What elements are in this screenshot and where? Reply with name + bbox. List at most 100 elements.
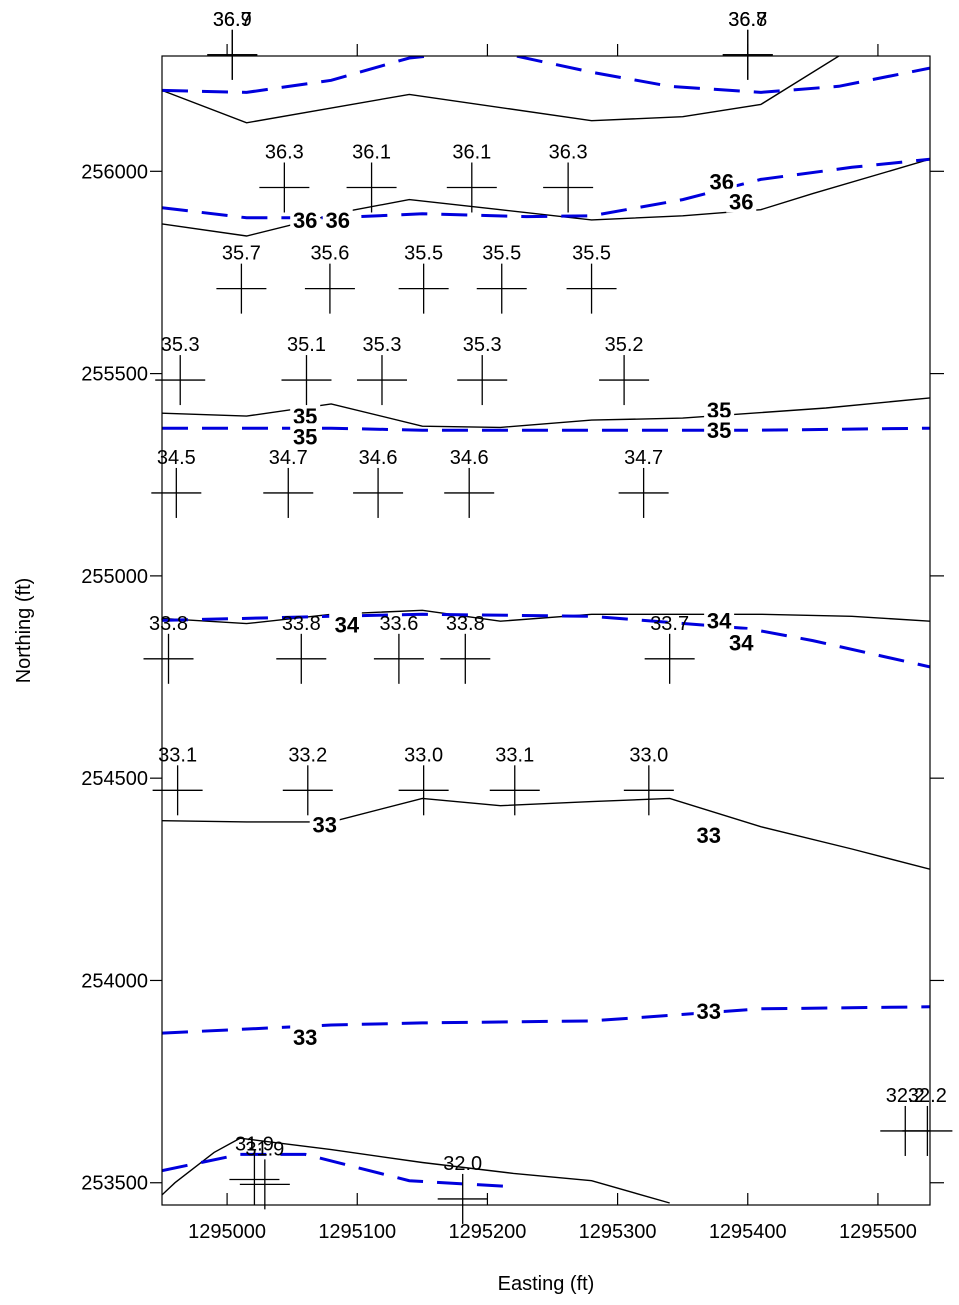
sample-point: 36.1 xyxy=(346,141,397,213)
point-value-label: 33.6 xyxy=(379,613,418,635)
contour-label-bg xyxy=(290,403,321,428)
point-value-label: 34.7 xyxy=(624,447,663,469)
contour-label: 36 xyxy=(325,208,349,233)
sample-point: 34.7 xyxy=(263,447,314,518)
y-tick-label: 254500 xyxy=(81,768,148,790)
sample-point: 33.6 xyxy=(373,613,424,684)
sample-point: 33.0 xyxy=(398,744,449,816)
contour-label: 36 xyxy=(729,190,753,215)
contour-label: 36 xyxy=(293,208,317,233)
point-value-label: 36.8 xyxy=(728,9,767,31)
point-value-label: 36.7 xyxy=(213,9,252,31)
sample-point: 34.7 xyxy=(618,447,669,518)
sample-point: 32.0 xyxy=(437,1153,488,1224)
sample-point: 35.6 xyxy=(304,243,355,314)
contour-label-bg xyxy=(290,1024,321,1049)
contour-labels: 36363636353535353434343433333333 xyxy=(290,168,757,1050)
contour-label-bg xyxy=(706,168,737,193)
point-value-label: 33.7 xyxy=(650,613,689,635)
point-value-label: 33.8 xyxy=(149,613,188,635)
contour-label-bg xyxy=(693,997,724,1022)
sample-point: 35.1 xyxy=(281,334,332,406)
point-value-label: 35.5 xyxy=(404,243,443,265)
point-value-label: 35.3 xyxy=(463,334,502,356)
point-value-label: 36.3 xyxy=(549,141,588,163)
sample-point: 35.5 xyxy=(476,243,527,314)
point-value-label: 36.1 xyxy=(352,141,391,163)
x-tick-label: 1295400 xyxy=(709,1221,787,1243)
contour-label: 35 xyxy=(707,418,731,443)
dashed-contour-line xyxy=(162,426,930,432)
contour-label: 33 xyxy=(293,1025,317,1050)
point-value-label: 35.3 xyxy=(363,334,402,356)
contour-label-bg xyxy=(726,188,757,213)
sample-point: 35.3 xyxy=(356,334,407,406)
contour-label-bg xyxy=(290,206,321,231)
y-tick-label: 254000 xyxy=(81,970,148,992)
dashed-contour-line xyxy=(162,1005,930,1035)
sample-point: 35.5 xyxy=(398,243,449,314)
contour-label: 34 xyxy=(729,631,754,656)
sample-point: 35.3 xyxy=(155,334,206,406)
contour-label-bg xyxy=(331,611,362,636)
solid-contour-line xyxy=(162,797,930,870)
x-tick-label: 1295000 xyxy=(188,1221,266,1243)
solid-contour-line xyxy=(162,1137,670,1204)
contour-label-bg xyxy=(726,629,757,654)
contour-label-bg xyxy=(704,607,735,632)
point-value-label: 36.9 xyxy=(213,9,252,31)
solid-contour-line xyxy=(162,56,840,124)
point-value-label: 34.5 xyxy=(157,447,196,469)
sample-point: 35.7 xyxy=(216,243,267,314)
dashed-contour-line xyxy=(162,56,930,94)
sample-point: 33.8 xyxy=(276,613,327,684)
point-value-label: 31.9 xyxy=(235,1134,274,1156)
point-value-label: 33.1 xyxy=(495,744,534,766)
y-tick-label: 256000 xyxy=(81,161,148,183)
point-value-label: 36.3 xyxy=(265,141,304,163)
point-value-label: 32.0 xyxy=(443,1153,482,1175)
point-value-label: 33.0 xyxy=(629,744,668,766)
point-value-label: 32.2 xyxy=(908,1085,947,1107)
contour-lines xyxy=(162,56,930,1204)
sample-point: 36.9 xyxy=(207,9,258,80)
sample-point: 36.3 xyxy=(543,141,594,213)
sample-point: 34.6 xyxy=(444,447,495,518)
contour-label-bg xyxy=(290,423,321,448)
y-tick-label: 255500 xyxy=(81,364,148,386)
point-value-label: 35.7 xyxy=(222,243,261,265)
solid-contour-line xyxy=(162,609,930,625)
x-tick-label: 1295200 xyxy=(448,1221,526,1243)
point-value-label: 35.6 xyxy=(310,243,349,265)
point-value-label: 36.7 xyxy=(728,9,767,31)
sample-point: 33.1 xyxy=(489,744,540,816)
sample-point: 34.5 xyxy=(151,447,202,518)
sample-point: 34.6 xyxy=(353,447,404,518)
contour-label-bg xyxy=(309,811,340,836)
sample-point: 31.9 xyxy=(239,1138,290,1210)
contour-label: 33 xyxy=(312,813,336,838)
point-value-label: 33.1 xyxy=(158,744,197,766)
x-axis-label: Easting (ft) xyxy=(498,1273,595,1295)
contour-label: 33 xyxy=(696,823,720,848)
point-value-label: 35.5 xyxy=(482,243,521,265)
contour-label: 33 xyxy=(696,999,720,1024)
point-value-label: 35.1 xyxy=(287,334,326,356)
contour-label: 35 xyxy=(293,424,317,449)
y-tick-label: 255000 xyxy=(81,566,148,588)
sample-point: 35.5 xyxy=(566,243,617,314)
sample-point: 33.2 xyxy=(282,744,333,816)
point-value-label: 33.8 xyxy=(282,613,321,635)
sample-point: 32.2 xyxy=(902,1085,953,1156)
x-tick-label: 1295500 xyxy=(839,1221,917,1243)
sample-point: 36.3 xyxy=(259,141,310,213)
sample-point: 33.8 xyxy=(143,613,194,684)
contour-label-bg xyxy=(704,417,735,442)
point-value-label: 36.1 xyxy=(452,141,491,163)
solid-contour-line xyxy=(162,397,930,429)
dashed-contour-line xyxy=(162,1152,514,1189)
x-tick-label: 1295100 xyxy=(318,1221,396,1243)
y-axis-label: Northing (ft) xyxy=(13,578,35,684)
point-value-label: 33.2 xyxy=(288,744,327,766)
sample-points: 36.736.9 36.736.836.3 36.1 36.1 36.335.7 35.6… xyxy=(143,9,953,1224)
